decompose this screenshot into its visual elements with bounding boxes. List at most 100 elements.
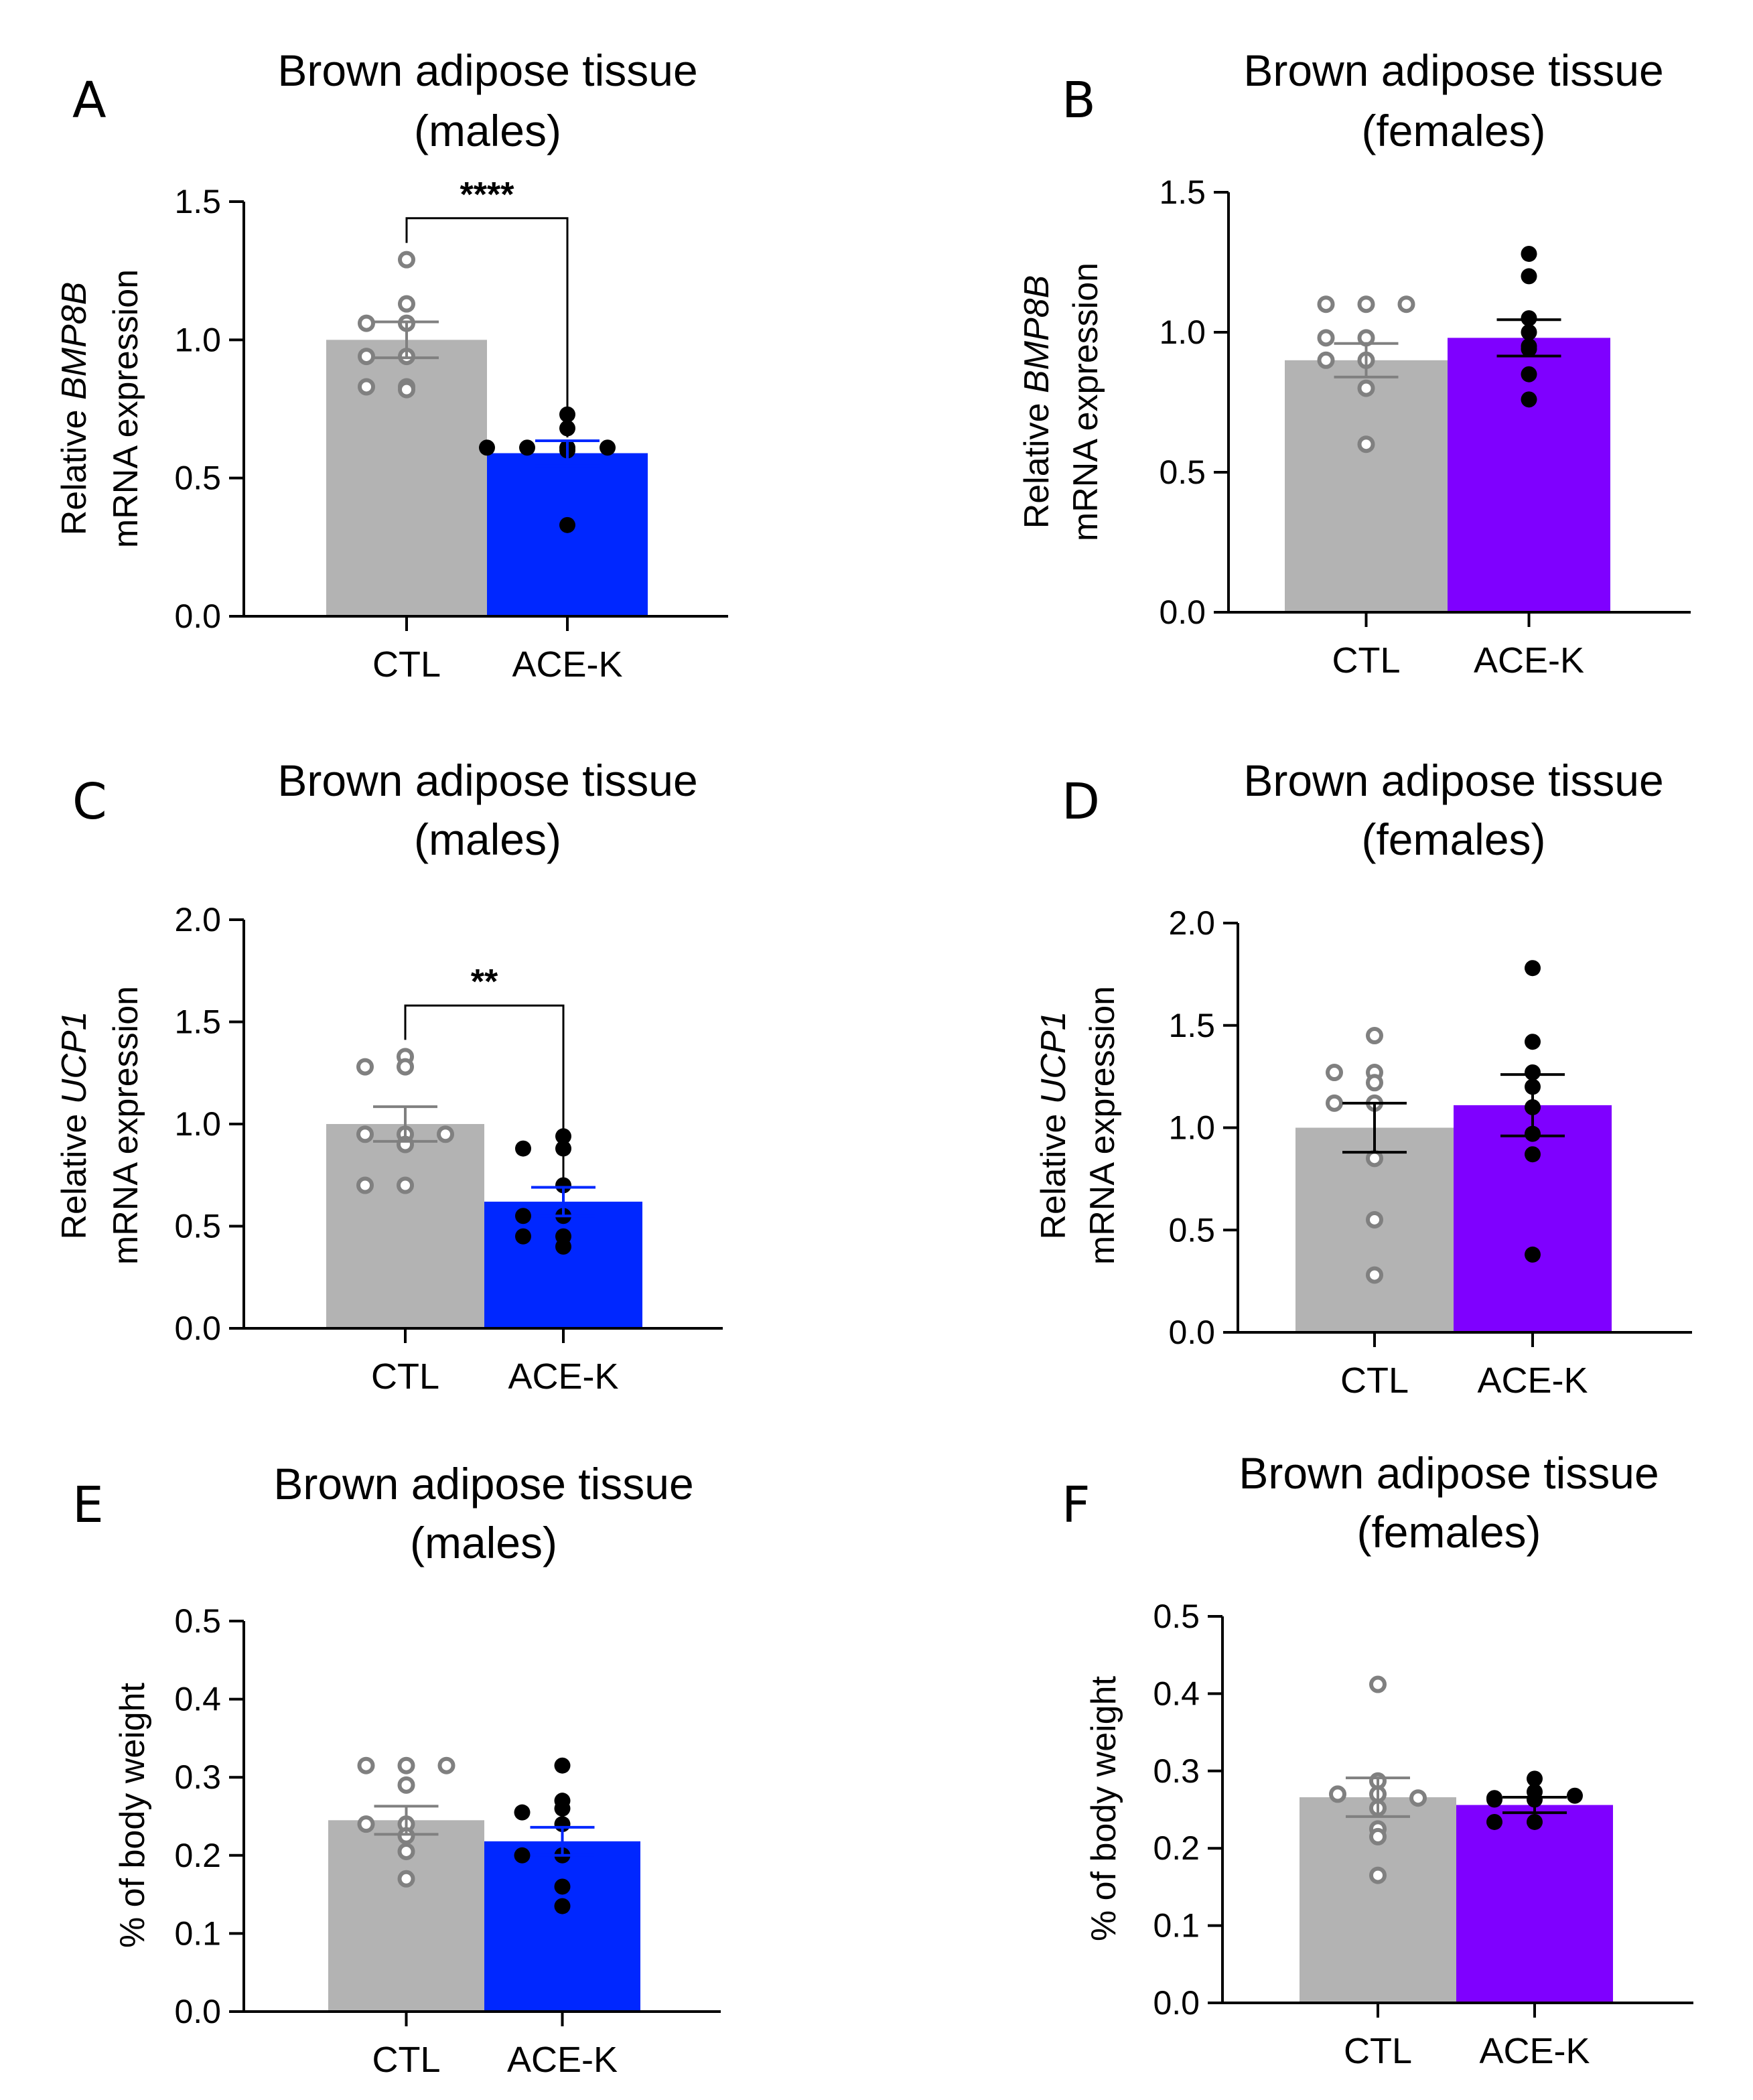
- y-tick-label: 0.5: [174, 460, 221, 497]
- y-tick-label: 0.5: [1159, 453, 1206, 491]
- data-point: [1486, 1790, 1502, 1807]
- data-point: [554, 1878, 571, 1895]
- data-point: [1525, 960, 1541, 977]
- chart-title: (males): [414, 815, 561, 864]
- significance-label: **: [471, 963, 498, 1001]
- significance-label: ****: [460, 176, 515, 214]
- data-point: [1486, 1813, 1502, 1830]
- x-tick-label: CTL: [1344, 2031, 1412, 2071]
- y-tick-label: 0.5: [174, 1208, 221, 1245]
- y-tick-label: 1.5: [174, 183, 221, 220]
- data-point: [1527, 1770, 1543, 1787]
- data-point: [358, 348, 375, 366]
- y-tick-label: 0.5: [174, 1602, 221, 1640]
- data-point: [554, 1800, 571, 1817]
- data-point: [1525, 1246, 1541, 1263]
- x-tick-label: ACE-K: [512, 644, 622, 685]
- y-tick-label: 0.3: [1153, 1752, 1200, 1790]
- data-point: [514, 1847, 531, 1864]
- x-tick-label: ACE-K: [1479, 2031, 1590, 2071]
- chart-title: Brown adipose tissue: [277, 46, 697, 95]
- panel-f: F Brown adipose tissue (females) % of body …: [1062, 1448, 1693, 2071]
- x-tick-label: ACE-K: [507, 2040, 618, 2080]
- x-tick-label: CTL: [1332, 640, 1400, 681]
- y-tick-label: 0.0: [174, 598, 221, 635]
- y-tick-label: 1.0: [174, 321, 221, 358]
- chart-title: Brown adipose tissue: [277, 756, 697, 805]
- data-point: [397, 1776, 415, 1794]
- y-tick-label: 0.0: [1168, 1314, 1215, 1351]
- data-point: [397, 1842, 415, 1860]
- bar-ace-k: [1448, 338, 1610, 612]
- y-tick-label: 0.0: [1153, 1984, 1200, 2022]
- bar-ctl: [1285, 360, 1448, 612]
- data-point: [356, 1125, 374, 1143]
- data-point: [515, 1140, 531, 1157]
- y-tick-label: 1.5: [174, 1003, 221, 1041]
- y-tick-label: 1.5: [1168, 1007, 1215, 1044]
- panel-letter: B: [1062, 72, 1096, 129]
- chart-title: Brown adipose tissue: [1243, 756, 1663, 805]
- panel-b: B Brown adipose tissue (females) Relative B…: [1018, 46, 1691, 681]
- data-point: [1326, 1064, 1343, 1082]
- data-point: [1369, 1866, 1387, 1884]
- data-point: [1329, 1785, 1346, 1803]
- y-tick-label: 2.0: [1168, 904, 1215, 942]
- data-point: [397, 1176, 414, 1194]
- y-tick-label: 0.0: [174, 1310, 221, 1347]
- chart-title: Brown adipose tissue: [1243, 46, 1663, 95]
- y-tick-label: 0.4: [174, 1681, 221, 1718]
- y-tick-label: 0.2: [1153, 1829, 1200, 1867]
- data-point: [358, 314, 375, 332]
- chart-title: (females): [1356, 1507, 1541, 1557]
- panel-e: E Brown adipose tissue (males) % of body we…: [72, 1459, 721, 2080]
- data-point: [398, 380, 415, 399]
- panel-letter: A: [72, 72, 107, 129]
- y-tick-label: 1.0: [174, 1105, 221, 1143]
- y-tick-label: 0.0: [174, 1993, 221, 2030]
- y-tick-label: 0.2: [174, 1837, 221, 1874]
- x-tick-label: CTL: [372, 644, 441, 685]
- data-point: [1366, 1210, 1383, 1229]
- y-tick-label: 0.3: [174, 1758, 221, 1796]
- data-point: [1357, 295, 1375, 313]
- data-point: [398, 295, 415, 313]
- data-point: [356, 1058, 374, 1076]
- data-point: [1521, 245, 1537, 262]
- significance-bracket: [404, 1004, 565, 1184]
- chart-title: (females): [1361, 815, 1545, 864]
- x-tick-label: ACE-K: [1477, 1360, 1588, 1401]
- chart-title: Brown adipose tissue: [273, 1459, 693, 1509]
- y-tick-label: 0.1: [1153, 1907, 1200, 1945]
- data-point: [437, 1756, 455, 1774]
- panel-c: C Brown adipose tissue (males) Relative UCP…: [55, 756, 723, 1397]
- data-point: [479, 439, 495, 456]
- data-point: [1521, 366, 1537, 382]
- data-point: [519, 439, 535, 456]
- panel-letter: F: [1062, 1476, 1091, 1534]
- y-tick-label: 0.5: [1153, 1598, 1200, 1635]
- panel-letter: D: [1062, 773, 1100, 831]
- data-point: [1366, 1266, 1383, 1284]
- panel-letter: C: [72, 773, 107, 831]
- data-point: [437, 1125, 454, 1143]
- y-axis-label: mRNA expression: [107, 986, 145, 1265]
- data-point: [357, 1815, 375, 1833]
- data-point: [514, 1804, 531, 1821]
- data-point: [1521, 268, 1537, 285]
- data-point: [1525, 1034, 1541, 1050]
- chart-title: (males): [414, 106, 561, 155]
- data-point: [1525, 1146, 1541, 1163]
- bar-ace-k: [484, 1841, 640, 2012]
- y-axis-label: mRNA expression: [1066, 263, 1105, 541]
- chart-title: Brown adipose tissue: [1239, 1448, 1659, 1498]
- data-point: [554, 1757, 571, 1774]
- data-point: [555, 1177, 571, 1194]
- x-tick-label: ACE-K: [1474, 640, 1584, 681]
- chart-title: (males): [410, 1518, 557, 1567]
- y-axis-label: mRNA expression: [1083, 986, 1122, 1265]
- data-point: [515, 1208, 531, 1224]
- data-point: [1366, 1149, 1383, 1168]
- data-point: [397, 1870, 415, 1888]
- panel-letter: E: [72, 1476, 104, 1534]
